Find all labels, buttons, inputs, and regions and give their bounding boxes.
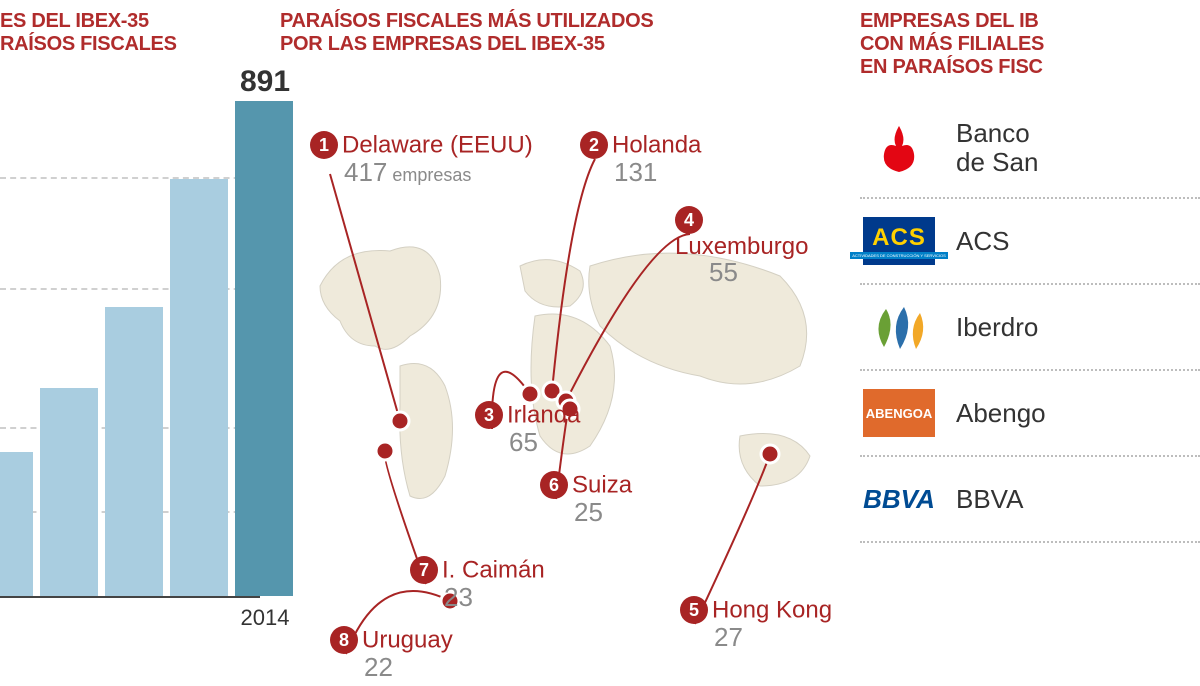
haven-value: 23 — [444, 584, 545, 611]
company-name: Abengo — [956, 399, 1046, 428]
haven-value: 131 — [614, 159, 701, 186]
company-row: BBVA BBVA — [860, 457, 1200, 543]
leader-line — [566, 234, 690, 401]
company-logo — [860, 295, 938, 359]
company-name: BBVA — [956, 485, 1023, 514]
company-logo: ABENGOA — [860, 381, 938, 445]
bar — [40, 388, 98, 596]
map-callout: 3Irlanda65 — [475, 401, 580, 456]
map-callout: 4Luxemburgo55 — [675, 206, 840, 286]
rank-badge: 7 — [410, 556, 438, 584]
map-wrap: 1Delaware (EEUU)417 empresas2Holanda1313… — [280, 66, 840, 626]
logo-subtext: ACTIVIDADES DE CONSTRUCCIÓN Y SERVICIOS — [850, 252, 948, 259]
company-name: Bancode San — [956, 119, 1038, 176]
panel-subsidiaries-chart: ES DEL IBEX-35 RAÍSOS FISCALES 8912014 — [0, 0, 270, 675]
map-callout: 1Delaware (EEUU)417 empresas — [310, 131, 533, 186]
haven-name: Delaware (EEUU) — [342, 132, 533, 159]
bar-chart: 8912014 — [0, 76, 260, 636]
haven-value: 27 — [714, 624, 832, 651]
company-row: Bancode San — [860, 99, 1200, 199]
bar — [0, 452, 33, 596]
company-row: ACSACTIVIDADES DE CONSTRUCCIÓN Y SERVICI… — [860, 199, 1200, 285]
unit-label: empresas — [387, 165, 471, 185]
haven-value: 417 empresas — [344, 159, 533, 186]
haven-value: 55 — [709, 259, 840, 286]
rank-badge: 8 — [330, 626, 358, 654]
logo-text: ABENGOA — [866, 406, 932, 421]
x-axis — [0, 596, 260, 598]
map-callout: 5Hong Kong27 — [680, 596, 832, 651]
panel-title-right: EMPRESAS DEL IB CON MÁS FILIALES EN PARA… — [860, 10, 1200, 79]
logo-text: ACS — [872, 224, 926, 252]
haven-value: 25 — [574, 499, 632, 526]
panel-title-left: ES DEL IBEX-35 RAÍSOS FISCALES — [0, 10, 260, 56]
map-marker — [391, 412, 409, 430]
map-marker — [376, 442, 394, 460]
haven-name: Uruguay — [362, 627, 453, 654]
map-callout: 7I. Caimán23 — [410, 556, 545, 611]
company-logo — [860, 116, 938, 180]
bar — [105, 307, 163, 596]
rank-badge: 4 — [675, 206, 703, 234]
haven-value: 65 — [509, 429, 580, 456]
map-callout: 8Uruguay22 — [330, 626, 453, 681]
panel-companies: EMPRESAS DEL IB CON MÁS FILIALES EN PARA… — [850, 0, 1200, 675]
logo-iberdrola — [863, 303, 935, 351]
haven-value: 22 — [364, 654, 453, 681]
panel-title-center: PARAÍSOS FISCALES MÁS UTILIZADOS POR LAS… — [280, 10, 840, 56]
company-list: Bancode San ACSACTIVIDADES DE CONSTRUCCIÓ… — [860, 99, 1200, 543]
rank-badge: 6 — [540, 471, 568, 499]
map-callout: 2Holanda131 — [580, 131, 701, 186]
map-marker — [761, 445, 779, 463]
logo-santander — [863, 124, 935, 172]
rank-badge: 5 — [680, 596, 708, 624]
company-row: Iberdro — [860, 285, 1200, 371]
leader-line — [330, 174, 400, 421]
haven-name: Holanda — [612, 132, 701, 159]
haven-name: Irlanda — [507, 402, 580, 429]
haven-name: Hong Kong — [712, 597, 832, 624]
map-callout: 6Suiza25 — [540, 471, 632, 526]
company-logo: BBVA — [860, 467, 938, 531]
haven-name: I. Caimán — [442, 557, 545, 584]
rank-badge: 2 — [580, 131, 608, 159]
haven-name: Suiza — [572, 472, 632, 499]
rank-badge: 1 — [310, 131, 338, 159]
company-row: ABENGOA Abengo — [860, 371, 1200, 457]
company-logo: ACSACTIVIDADES DE CONSTRUCCIÓN Y SERVICI… — [860, 209, 938, 273]
bar — [170, 179, 228, 596]
logo-acs: ACSACTIVIDADES DE CONSTRUCCIÓN Y SERVICI… — [863, 217, 935, 265]
company-name: Iberdro — [956, 313, 1038, 342]
company-name: ACS — [956, 227, 1009, 256]
logo-bbva: BBVA — [863, 475, 935, 523]
logo-text: BBVA — [863, 484, 935, 515]
haven-name: Luxemburgo — [675, 233, 808, 260]
panel-tax-havens-map: PARAÍSOS FISCALES MÁS UTILIZADOS POR LAS… — [270, 0, 850, 675]
rank-badge: 3 — [475, 401, 503, 429]
logo-abengoa: ABENGOA — [863, 389, 935, 437]
